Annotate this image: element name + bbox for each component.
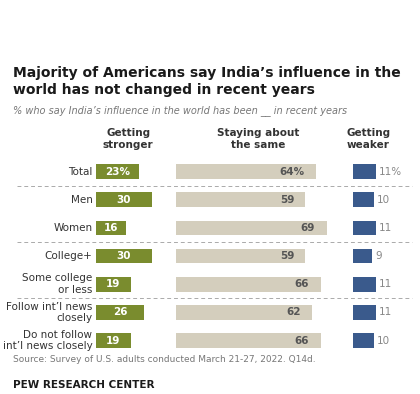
Text: 64%: 64% (280, 167, 305, 177)
Bar (353, 333, 374, 348)
Text: Do not follow
int’l news closely: Do not follow int’l news closely (3, 330, 92, 351)
Bar (96, 333, 131, 348)
Text: 59: 59 (281, 251, 295, 261)
Bar (176, 164, 316, 179)
Text: College+: College+ (45, 251, 92, 261)
Text: 66: 66 (294, 279, 309, 289)
Bar (176, 249, 305, 264)
Text: 30: 30 (116, 251, 131, 261)
Bar (176, 333, 320, 348)
Text: 30: 30 (116, 195, 131, 205)
Text: 11%: 11% (379, 167, 402, 177)
Text: 10: 10 (377, 195, 390, 205)
Bar (353, 277, 376, 292)
Text: 16: 16 (103, 223, 118, 233)
Bar (353, 305, 376, 320)
Text: Source: Survey of U.S. adults conducted March 21-27, 2022. Q14d.: Source: Survey of U.S. adults conducted … (13, 355, 315, 364)
Text: 11: 11 (379, 223, 393, 233)
Text: 11: 11 (379, 279, 393, 289)
Bar (353, 221, 376, 235)
Text: Some college
or less: Some college or less (22, 273, 92, 295)
Text: 19: 19 (106, 279, 121, 289)
Bar (96, 193, 152, 207)
Bar (96, 249, 152, 264)
Bar (176, 277, 320, 292)
Bar (96, 277, 131, 292)
Text: 66: 66 (294, 336, 309, 346)
Text: 11: 11 (379, 307, 393, 318)
Text: Women: Women (53, 223, 92, 233)
Text: Total: Total (68, 167, 92, 177)
Text: Staying about
the same: Staying about the same (217, 128, 299, 150)
Text: 69: 69 (301, 223, 315, 233)
Text: 62: 62 (286, 307, 301, 318)
Text: 59: 59 (281, 195, 295, 205)
Text: Follow int’l news
closely: Follow int’l news closely (6, 301, 92, 323)
Text: Getting
weaker: Getting weaker (346, 128, 391, 150)
Bar (176, 193, 305, 207)
Text: % who say India’s influence in the world has been __ in recent years: % who say India’s influence in the world… (13, 105, 347, 116)
Text: 9: 9 (375, 251, 382, 261)
Bar (353, 164, 376, 179)
Bar (176, 221, 327, 235)
Text: 26: 26 (113, 307, 127, 318)
Text: 19: 19 (106, 336, 121, 346)
Text: 23%: 23% (105, 167, 130, 177)
Bar (353, 249, 372, 264)
Text: Majority of Americans say India’s influence in the
world has not changed in rece: Majority of Americans say India’s influe… (13, 66, 400, 97)
Bar (96, 221, 126, 235)
Bar (353, 193, 374, 207)
Bar (96, 305, 144, 320)
Text: PEW RESEARCH CENTER: PEW RESEARCH CENTER (13, 380, 154, 390)
Text: 10: 10 (377, 336, 390, 346)
Text: Getting
stronger: Getting stronger (103, 128, 154, 150)
Text: Men: Men (71, 195, 92, 205)
Bar (96, 164, 139, 179)
Bar (176, 305, 312, 320)
